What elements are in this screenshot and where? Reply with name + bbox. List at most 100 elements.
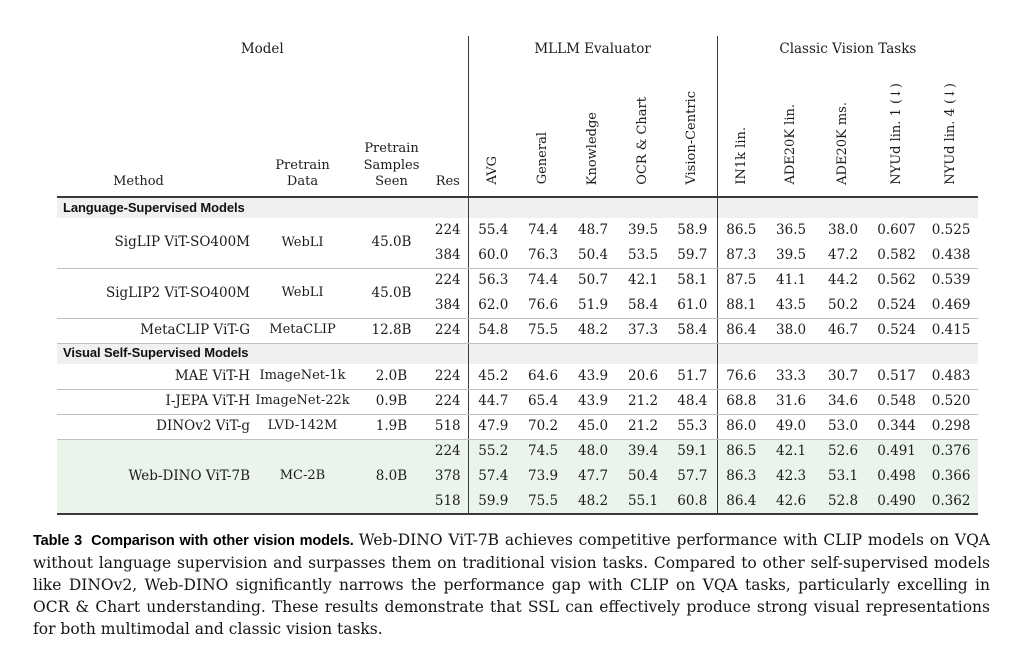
cell-res: 224 [434,272,461,289]
data-row: 384 60.0 76.3 50.4 53.5 59.7 87.3 39.5 47.2 0.582… [57,243,979,269]
cell-samples-seen: 0.9B [355,389,428,415]
section-band-cell [467,197,718,218]
cell-value: 76.3 [518,243,569,269]
col-header-knowledge: Knowledge [568,62,619,198]
col-header-general: General [518,62,569,198]
data-row: DINOv2 ViT-g LVD-142M 1.9B 518 47.9 70.2 45.0 2… [57,414,979,440]
cell-value: 57.4 [467,464,519,489]
cell-value: 43.9 [568,364,619,390]
cell-value: 56.3 [467,268,519,293]
cell-res: 384 [428,293,469,319]
cell-value: 0.517 [869,364,925,390]
cell-value: 43.5 [765,293,818,319]
cell-res: 224 [428,389,469,415]
cell-value: 38.0 [828,222,859,239]
caption-body: Web-DINO ViT-7B achieves competitive per… [33,531,990,638]
cell-value: 52.8 [817,489,870,514]
cell-res: 224 [428,439,469,464]
cell-value: 47.9 [467,414,519,440]
section-band-row: Language-Supervised Models [57,197,979,218]
cell-method: I-JEPA ViT-H [57,389,250,415]
cell-value: 58.9 [677,222,708,239]
col-header-pretrain-samples-seen: Pretrain Samples Seen [355,62,428,198]
cell-value: 51.7 [668,364,718,390]
cell-value: 75.5 [518,318,569,344]
cell-method: DINOv2 ViT-g [57,414,250,440]
cell-res: 518 [428,414,469,440]
cell-value: 0.607 [877,222,916,239]
comparison-table: Model MLLM Evaluator Classic Vision Task… [57,36,979,515]
section-band-cell: Language-Supervised Models [57,197,469,218]
cell-value: 55.3 [668,414,718,440]
cell-value: 21.2 [618,414,669,440]
cell-value: 43.9 [568,389,619,415]
cell-value: 42.6 [765,489,818,514]
cell-samples-seen: 12.8B [355,318,428,344]
cell-value: 65.4 [518,389,569,415]
cell-value: 0.376 [924,439,979,464]
cell-value: 48.0 [568,439,619,464]
cell-value: 37.3 [618,318,669,344]
group-header-mllm-evaluator: MLLM Evaluator [467,36,718,62]
cell-value: 49.0 [765,414,818,440]
cell-pretrain-data: MC-2B [250,439,355,514]
section-band-cell: Visual Self-Supervised Models [57,343,469,364]
cell-value: 36.5 [776,222,807,239]
cell-value: 21.2 [618,389,669,415]
cell-value: 34.6 [817,389,870,415]
cell-value: 52.6 [817,439,870,464]
col-header-nyud-lin-4: NYUd lin. 4 (↓) [924,62,979,198]
cell-res: 224 [428,364,469,390]
data-row: SigLIP ViT-SO400M WebLI 45.0B 224 55.4 74.4 48… [57,218,978,269]
cell-pretrain-data: MetaCLIP [250,318,355,344]
cell-value: 87.3 [716,243,766,269]
cell-res: 224 [428,318,469,344]
cell-value: 48.2 [568,489,619,514]
cell-value: 0.562 [877,272,916,289]
cell-value: 59.9 [467,489,519,514]
cell-value: 53.5 [618,243,669,269]
cell-samples-seen: 2.0B [355,364,428,390]
cell-value: 0.525 [931,222,971,239]
cell-pretrain-data: WebLI [250,268,355,319]
cell-value: 45.2 [467,364,519,390]
cell-value: 48.7 [578,222,609,239]
cell-value: 74.4 [528,222,559,239]
col-header-vision-centric: Vision-Centric [668,62,718,198]
cell-value: 50.4 [618,464,669,489]
cell-value: 86.4 [716,489,766,514]
cell-value: 0.344 [869,414,925,440]
cell-value: 47.2 [817,243,870,269]
cell-method: SigLIP2 ViT-SO400M [57,268,250,319]
cell-value: 0.539 [931,272,971,289]
cell-value: 70.2 [518,414,569,440]
group-header-row: Model MLLM Evaluator Classic Vision Task… [57,36,978,62]
cell-value: 60.0 [467,243,519,269]
cell-value: 54.8 [467,318,519,344]
cell-method: MAE ViT-H [57,364,250,390]
cell-value: 58.4 [618,293,669,319]
data-row: I-JEPA ViT-H ImageNet-22k 0.9B 224 44.7 65.4 4… [57,389,979,415]
section-band-cell [716,343,979,364]
cell-value: 86.3 [716,464,766,489]
cell-samples-seen: 1.9B [355,414,428,440]
cell-value: 64.6 [518,364,569,390]
cell-method: Web-DINO ViT-7B [57,439,250,514]
cell-method: MetaCLIP ViT-G [57,318,250,344]
cell-value: 41.1 [776,272,807,289]
data-row: 384 62.0 76.6 51.9 58.4 61.0 88.1 43.5 50.2 0.524… [57,293,979,319]
cell-value: 88.1 [716,293,766,319]
cell-value: 74.4 [528,272,559,289]
section-title: Language-Supervised Models [63,199,245,215]
section-band-cell [716,197,979,218]
cell-value: 86.0 [716,414,766,440]
cell-value: 86.5 [716,439,766,464]
cell-value: 0.490 [869,489,925,514]
col-header-ade20k-lin: ADE20K lin. [765,62,818,198]
cell-value: 46.7 [817,318,870,344]
cell-value: 59.7 [668,243,718,269]
cell-value: 0.298 [924,414,979,440]
cell-value: 50.2 [817,293,870,319]
cell-value: 55.2 [467,439,519,464]
cell-value: 0.524 [869,293,925,319]
